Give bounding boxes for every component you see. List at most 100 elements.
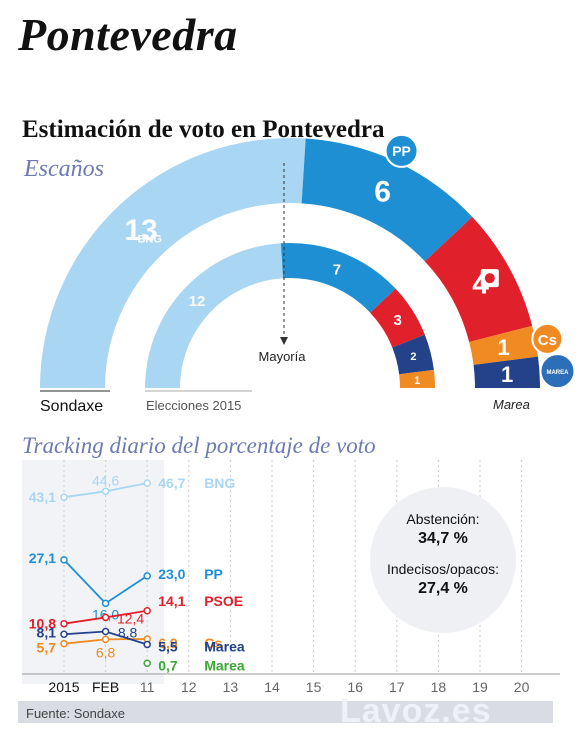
series-name-cs-3: Cs	[204, 635, 222, 651]
seat-count-sondaxe-pp: 6	[374, 176, 391, 209]
series-point-pp-1-feb	[101, 599, 110, 608]
chart-title: Estimación de voto en Pontevedra	[22, 116, 385, 143]
series-name-marea-5: Marea	[204, 657, 245, 673]
series-point-pp-1-2015	[60, 556, 68, 564]
x-tick-20: 20	[514, 679, 530, 695]
series-name-psoe-2: PSOE	[204, 593, 243, 609]
seat-slice-sondaxe-bng	[40, 138, 306, 388]
seat-slice-elecciones-2015-marea	[392, 334, 434, 375]
value-label-marea-4-11: 5,5	[158, 638, 178, 654]
series-point-marea-4-feb	[101, 627, 110, 636]
series-point-marea-4-2015	[60, 630, 68, 639]
seat-count-elecciones-2015-bng: 12	[189, 293, 206, 310]
source-note: Fuente: Sondaxe	[26, 706, 126, 721]
psoe-rose-shape	[484, 273, 495, 284]
page-title: Pontevedra	[18, 9, 238, 60]
value-label-cs-3-2015: 5,7	[37, 640, 57, 656]
cs-logo-text: Cs	[538, 332, 557, 349]
series-point-bng-0-11	[143, 479, 151, 487]
abstention-label: Abstención:	[406, 511, 479, 527]
marea-logo-circle	[539, 353, 576, 390]
cs-logo-circle	[531, 322, 564, 355]
seat-slice-sondaxe-cs	[469, 325, 539, 365]
value-label-psoe-2-feb: 12,4	[117, 610, 144, 626]
majority-arrow-icon	[280, 337, 288, 345]
seat-count-elecciones-2015-psoe: 3	[393, 312, 401, 329]
seats-subtitle: Escaños	[24, 156, 104, 182]
series-point-psoe-2-feb	[101, 613, 110, 622]
value-label-marea-5-11: 0,7	[158, 657, 178, 673]
footer-bar	[18, 701, 553, 723]
seat-count-elecciones-2015-cs: 1	[414, 375, 420, 387]
x-tick-12: 12	[181, 679, 197, 695]
seat-slice-elecciones-2015-pp	[280, 243, 396, 313]
x-tick-feb: FEB	[92, 679, 119, 695]
bng-logo-text: BNG	[137, 234, 161, 246]
seat-count-elecciones-2015-marea: 2	[410, 351, 416, 363]
x-tick-15: 15	[306, 679, 322, 695]
undecided-label: Indecisos/opacos:	[387, 561, 499, 577]
series-point-psoe-2-2015	[60, 619, 68, 628]
marea-logo-text: MAREA	[546, 370, 569, 376]
value-label-psoe-2-2015: 10,8	[29, 616, 56, 632]
series-point-cs-3-feb	[101, 635, 110, 644]
seat-slice-sondaxe-psoe	[424, 216, 533, 342]
series-name-bng-0: BNG	[204, 475, 235, 491]
annotation-circle	[370, 487, 516, 633]
x-tick-13: 13	[223, 679, 239, 695]
value-label-bng-0-2015: 43,1	[29, 489, 56, 505]
abstention-value: 34,7 %	[418, 530, 468, 547]
value-label-marea-4-2015: 8,1	[37, 624, 57, 640]
x-tick-17: 17	[389, 679, 405, 695]
party-logo-pp-icon: PP	[384, 133, 419, 168]
tracking-subtitle: Tracking diario del porcentaje de voto	[22, 433, 376, 458]
value-label-psoe-2-11: 14,1	[158, 593, 185, 609]
x-tick-18: 18	[431, 679, 447, 695]
seat-count-sondaxe-bng: 13	[124, 214, 157, 247]
history-band	[22, 460, 164, 684]
series-point-bng-0-2015	[60, 493, 68, 501]
series-point-pp-1-11	[143, 572, 151, 580]
tracking-chart: 2015 FEB 11 12 13 14 15 16 17 18 19 20 Abstención: 34…	[22, 460, 560, 695]
undecided-value: 27,4 %	[418, 580, 468, 597]
party-logo-cs-icon: Cs	[531, 322, 564, 355]
value-label-pp-1-2015: 27,1	[29, 550, 56, 566]
value-label-bng-0-11: 46,7	[158, 475, 185, 491]
seat-slice-elecciones-2015-bng	[145, 243, 284, 388]
value-label-cs-3-11: 6,9	[158, 635, 178, 651]
pp-logo-text: PP	[392, 143, 411, 159]
sondaxe-label: Sondaxe	[40, 398, 103, 415]
majority-label: Mayoría	[259, 349, 307, 364]
value-label-cs-3-feb: 6,8	[96, 644, 116, 660]
party-logo-bng-icon: BNG	[137, 234, 161, 246]
party-logo-psoe-icon	[480, 269, 499, 288]
seat-count-elecciones-2015-pp: 7	[333, 262, 341, 279]
x-tick-2015: 2015	[48, 679, 79, 695]
watermark: Lavoz.es	[340, 692, 492, 730]
series-point-bng-0-feb	[101, 487, 110, 496]
x-tick-19: 19	[472, 679, 488, 695]
series-point-marea-5-11	[143, 659, 151, 668]
x-tick-11: 11	[140, 679, 155, 695]
series-name-pp-1: PP	[204, 566, 223, 582]
value-label-pp-1-11: 23,0	[158, 566, 185, 582]
seat-slice-elecciones-2015-cs	[399, 369, 435, 388]
series-point-psoe-2-11	[143, 607, 151, 615]
party-logo-marea-icon: MAREA	[539, 353, 576, 390]
seat-slice-elecciones-2015-psoe	[370, 288, 425, 348]
elecciones-label: Elecciones 2015	[146, 398, 241, 413]
value-label-bng-0-feb: 44,6	[92, 472, 119, 488]
seat-count-sondaxe-cs: 1	[498, 335, 510, 360]
x-tick-16: 16	[347, 679, 363, 695]
series-point-cs-3-2015	[60, 639, 68, 648]
value-label-marea-4-feb: 8,8	[118, 625, 138, 641]
seat-count-sondaxe-marea: 1	[501, 362, 513, 387]
marea-label: Marea	[493, 397, 530, 412]
pp-logo-circle	[384, 133, 419, 168]
seat-slice-sondaxe-marea	[473, 356, 540, 388]
x-tick-14: 14	[264, 679, 280, 695]
seat-slice-sondaxe-pp	[301, 138, 473, 262]
series-point-marea-4-11	[143, 640, 151, 649]
series-name-marea-4: Marea	[204, 638, 245, 654]
